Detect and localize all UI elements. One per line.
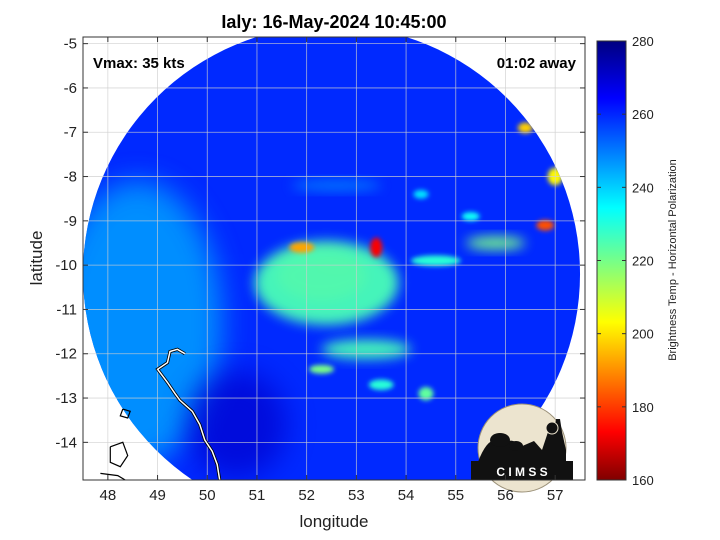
y-tick-label: -12: [55, 346, 77, 363]
x-axis-label: longitude: [299, 512, 368, 531]
logo-text: C I M S S: [496, 465, 547, 479]
y-tick-label: -6: [64, 80, 77, 97]
feature-cell-south-2: [418, 386, 434, 401]
x-tick-label: 53: [348, 487, 365, 504]
feature-band-east-1: [411, 255, 461, 267]
time-away-annotation: 01:02 away: [497, 55, 577, 72]
chart-title: Ialy: 16-May-2024 10:45:00: [221, 12, 446, 32]
x-tick-label: 48: [100, 487, 117, 504]
x-tick-label: 57: [547, 487, 564, 504]
coastline-madagascar: [156, 348, 221, 480]
colorbar-tick-label: 260: [632, 107, 654, 122]
feature-cell-east: [370, 237, 383, 258]
grid-lines: [83, 37, 585, 480]
y-tick-label: -8: [64, 169, 77, 186]
y-tick-label: -14: [55, 434, 77, 451]
x-tick-label: 51: [249, 487, 266, 504]
feature-streak-ne-1: [413, 189, 429, 199]
coastline-island: [100, 472, 126, 480]
y-tick-label: -5: [64, 36, 77, 53]
feature-cell-nw: [289, 242, 315, 253]
feature-cell-south-3: [368, 379, 394, 391]
coastline-island: [109, 441, 129, 468]
colorbar: [596, 40, 627, 481]
colorbar-label: Brightness Temp - Horizontal Polarizatio…: [667, 159, 679, 361]
feature-streak-n: [291, 180, 382, 191]
y-tick-label: -9: [64, 213, 77, 230]
feature-south-cell: [309, 364, 334, 374]
y-tick-label: -11: [56, 301, 77, 318]
swath-southwest-dark: [187, 371, 287, 478]
colorbar-tick-label: 280: [632, 34, 654, 49]
vmax-annotation: Vmax: 35 kts: [93, 55, 185, 72]
coastline-island: [119, 408, 131, 419]
y-axis: -5 -6 -7 -8 -9 -10 -11 -12 -13 -14: [55, 36, 585, 451]
feature-streak-ne-2: [461, 211, 480, 221]
x-tick-label: 52: [298, 487, 315, 504]
feature-band-south: [321, 339, 412, 360]
colorbar-tick-label: 160: [632, 473, 654, 488]
feature-band-east-2: [465, 236, 526, 250]
y-tick-label: -7: [64, 124, 77, 141]
x-tick-label: 54: [398, 487, 415, 504]
x-axis: 48 49 50 51 52 53 54 55 56 57: [100, 37, 564, 504]
x-tick-label: 55: [447, 487, 464, 504]
y-tick-label: -10: [55, 257, 77, 274]
colorbar-tick-label: 240: [632, 180, 654, 195]
cimss-logo: C I M S S: [471, 403, 573, 493]
y-axis-label: latitude: [27, 231, 46, 286]
coastline: [100, 347, 222, 480]
colorbar-axis: 160 180 200 220 240 260 280: [597, 34, 654, 488]
brightness-temperature-swath: [83, 37, 581, 480]
feature-cell-ne-3: [517, 122, 533, 134]
x-tick-label: 56: [497, 487, 514, 504]
x-tick-label: 50: [199, 487, 216, 504]
colorbar-tick-label: 200: [632, 327, 654, 342]
x-tick-label: 49: [149, 487, 166, 504]
feature-outer-convection: [254, 240, 399, 325]
colorbar-tick-label: 220: [632, 254, 654, 269]
colorbar-tick-label: 180: [632, 400, 654, 415]
y-tick-label: -13: [55, 390, 77, 407]
feature-cell-ne-1: [536, 219, 555, 231]
plot-frame: [82, 36, 586, 481]
